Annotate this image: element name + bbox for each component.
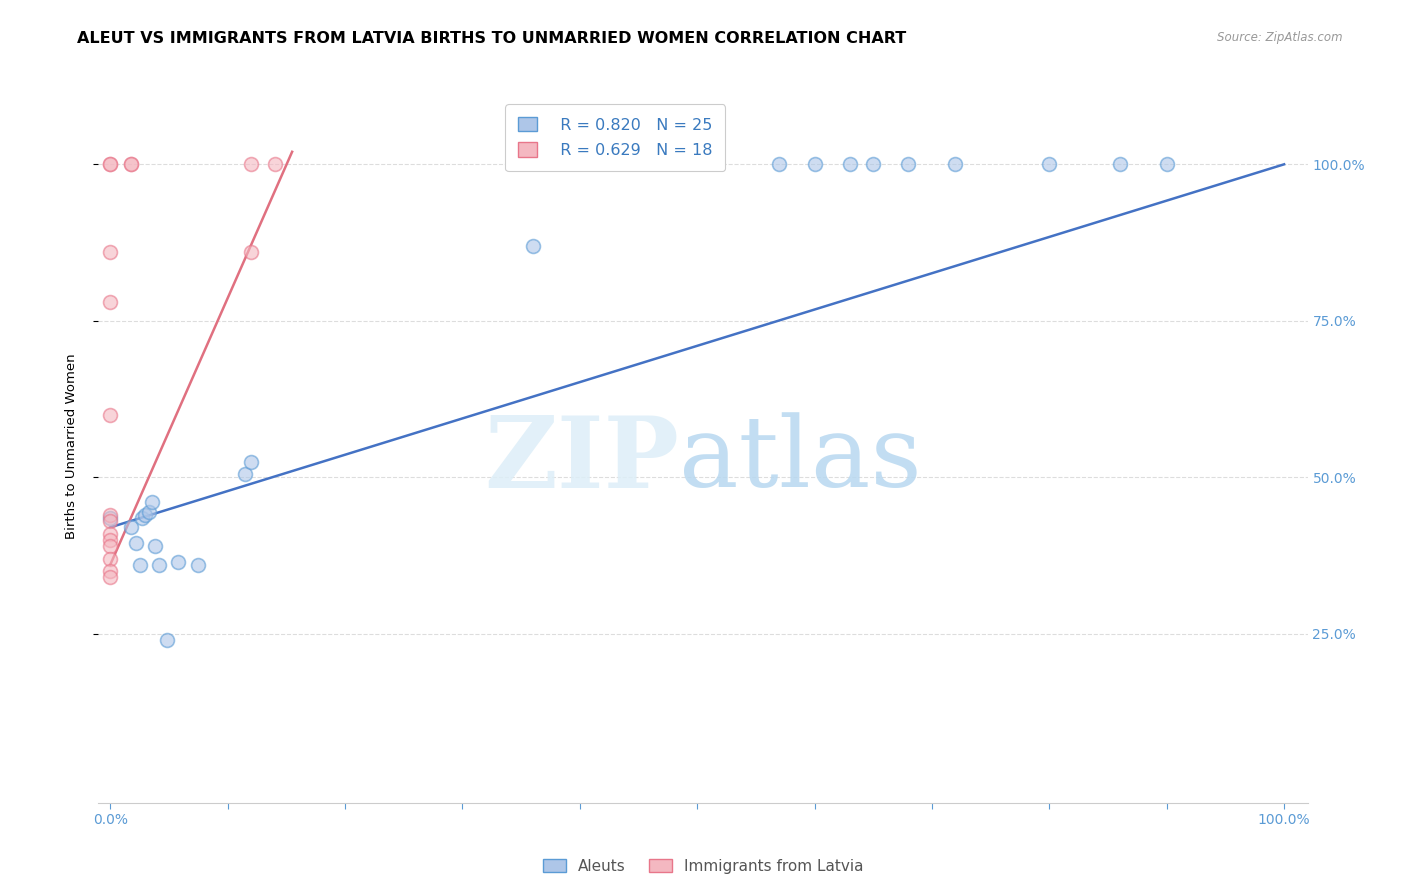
Point bbox=[1156, 157, 1178, 171]
Point bbox=[131, 511, 153, 525]
Text: atlas: atlas bbox=[679, 412, 921, 508]
Point bbox=[240, 244, 263, 259]
Point bbox=[240, 157, 263, 171]
Point bbox=[945, 157, 967, 171]
Point bbox=[522, 238, 544, 252]
Point bbox=[141, 495, 163, 509]
Point bbox=[98, 408, 121, 422]
Point bbox=[768, 157, 790, 171]
Point bbox=[125, 536, 148, 550]
Text: Source: ZipAtlas.com: Source: ZipAtlas.com bbox=[1218, 31, 1343, 45]
Point bbox=[1038, 157, 1060, 171]
Point bbox=[98, 295, 121, 310]
Point bbox=[803, 157, 825, 171]
Point bbox=[128, 558, 150, 572]
Point bbox=[120, 157, 142, 171]
Point bbox=[98, 514, 121, 528]
Point bbox=[98, 526, 121, 541]
Legend:   R = 0.820   N = 25,   R = 0.629   N = 18: R = 0.820 N = 25, R = 0.629 N = 18 bbox=[505, 104, 725, 170]
Point bbox=[1108, 157, 1130, 171]
Point bbox=[98, 539, 121, 553]
Point bbox=[167, 555, 190, 569]
Point bbox=[134, 508, 156, 522]
Point bbox=[98, 508, 121, 522]
Point bbox=[98, 511, 121, 525]
Point bbox=[155, 633, 177, 648]
Point bbox=[897, 157, 920, 171]
Point bbox=[98, 157, 121, 171]
Point bbox=[187, 558, 209, 572]
Point bbox=[98, 533, 121, 547]
Point bbox=[98, 244, 121, 259]
Point bbox=[263, 157, 285, 171]
Point bbox=[138, 505, 160, 519]
Point bbox=[98, 570, 121, 584]
Point bbox=[98, 157, 121, 171]
Legend: Aleuts, Immigrants from Latvia: Aleuts, Immigrants from Latvia bbox=[537, 853, 869, 880]
Point bbox=[838, 157, 860, 171]
Point bbox=[98, 551, 121, 566]
Point bbox=[240, 455, 263, 469]
Point bbox=[120, 520, 142, 534]
Point bbox=[148, 558, 170, 572]
Text: ZIP: ZIP bbox=[484, 412, 679, 508]
Y-axis label: Births to Unmarried Women: Births to Unmarried Women bbox=[65, 353, 77, 539]
Point bbox=[862, 157, 884, 171]
Point bbox=[98, 564, 121, 578]
Text: ALEUT VS IMMIGRANTS FROM LATVIA BIRTHS TO UNMARRIED WOMEN CORRELATION CHART: ALEUT VS IMMIGRANTS FROM LATVIA BIRTHS T… bbox=[77, 31, 907, 46]
Point bbox=[120, 157, 142, 171]
Point bbox=[143, 539, 166, 553]
Point bbox=[233, 467, 256, 482]
